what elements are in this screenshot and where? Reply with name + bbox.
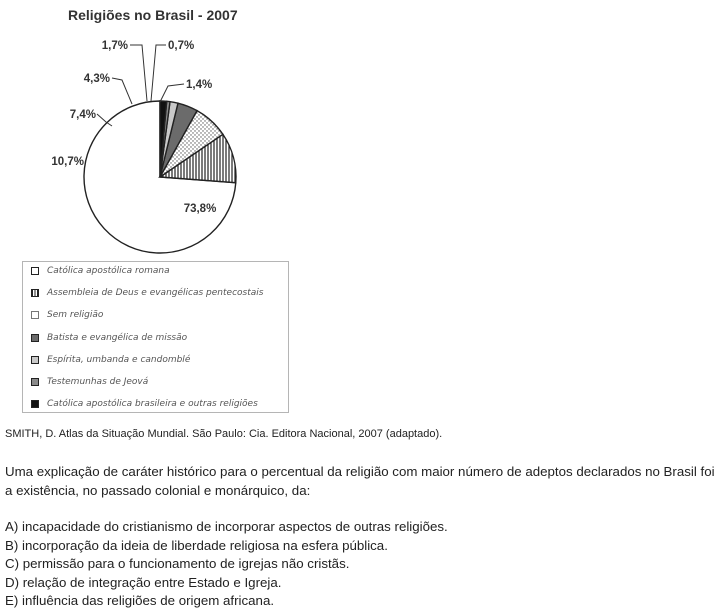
slice-label-1: 73,8%	[184, 203, 217, 215]
leader-line-5	[130, 44, 148, 102]
legend-swatch-6	[31, 378, 39, 386]
legend-swatch-4	[31, 333, 39, 342]
option-e[interactable]: E) influência das religiões de origem af…	[5, 593, 275, 609]
leader-line-4	[111, 77, 133, 105]
legend-label-1: Católica apostólica romana	[47, 266, 170, 276]
option-b[interactable]: B) incorporação da ideia de liberdade re…	[5, 537, 388, 553]
pie-chart: Religiões no Brasil - 2007 73,8% 10,7% 7,4…	[0, 0, 320, 260]
chart-title: Religiões no Brasil - 2007	[68, 7, 238, 23]
pie-chart-svg: 73,8% 10,7% 7,4% 4,3% 1,7% 0,7% 1,4%	[51, 40, 237, 254]
slice-label-7: 1,4%	[186, 79, 212, 91]
chart-legend: Católica apostólica romana Assembleia de …	[22, 261, 289, 413]
legend-swatch-1	[31, 267, 39, 275]
legend-item-4: Batista e evangélica de missão	[31, 331, 187, 345]
slice-label-6: 0,7%	[168, 40, 194, 52]
slice-label-2: 10,7%	[51, 156, 84, 168]
slice-label-3: 7,4%	[70, 109, 96, 121]
source-citation: SMITH, D. Atlas da Situação Mundial. São…	[5, 428, 443, 440]
leader-line-7	[159, 83, 185, 103]
leader-line-3	[96, 113, 113, 127]
option-a[interactable]: A) incapacidade do cristianismo de incor…	[5, 519, 448, 534]
legend-swatch-7	[31, 400, 39, 409]
legend-swatch-3	[31, 311, 39, 320]
legend-item-5: Espírita, umbanda e candomblé	[31, 353, 190, 367]
legend-label-2: Assembleia de Deus e evangélicas penteco…	[47, 288, 264, 299]
slice-label-5: 1,7%	[102, 40, 128, 52]
legend-item-3: Sem religião	[31, 308, 103, 322]
slice-label-4: 4,3%	[84, 73, 110, 85]
answer-options: A) incapacidade do cristianismo de incor…	[5, 518, 448, 611]
legend-swatch-5	[31, 355, 39, 364]
legend-label-5: Espírita, umbanda e candomblé	[47, 354, 191, 365]
legend-swatch-2	[31, 289, 39, 298]
legend-label-4: Batista e evangélica de missão	[47, 332, 188, 343]
option-c[interactable]: C) permissão para o funcionamento de igr…	[5, 556, 350, 572]
legend-item-6: Testemunhas de Jeová	[31, 375, 148, 389]
legend-label-7: Católica apostólica brasileira e outras …	[47, 399, 258, 410]
leader-line-6	[150, 44, 166, 102]
option-d[interactable]: D) relação de integração entre Estado e …	[5, 574, 282, 590]
legend-label-3: Sem religião	[47, 310, 104, 321]
legend-label-6: Testemunhas de Jeová	[47, 377, 149, 387]
legend-item-7: Católica apostólica brasileira e outras …	[31, 397, 258, 411]
question-text: Uma explicação de caráter histórico para…	[5, 464, 715, 498]
legend-item-1: Católica apostólica romana	[31, 264, 170, 278]
legend-item-2: Assembleia de Deus e evangélicas penteco…	[31, 286, 263, 300]
